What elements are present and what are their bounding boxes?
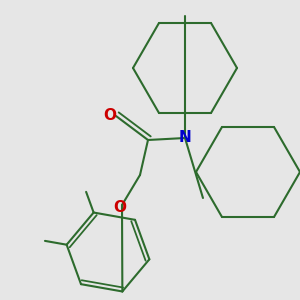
Text: O: O [113,200,127,214]
Text: O: O [103,109,116,124]
Text: N: N [178,130,191,146]
